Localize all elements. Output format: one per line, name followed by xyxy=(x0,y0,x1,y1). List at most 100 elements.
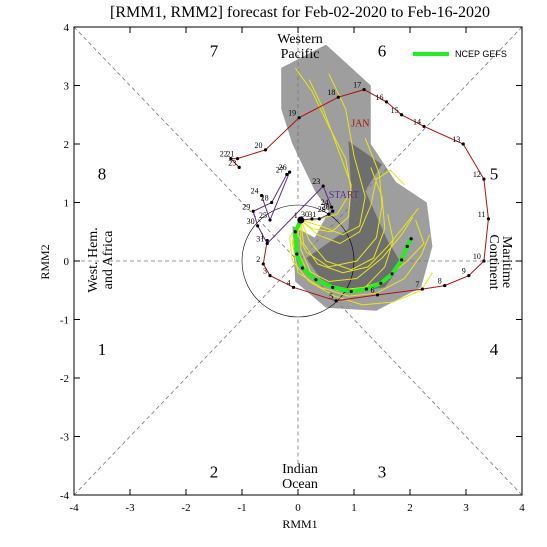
x-tick-label: -4 xyxy=(69,502,79,514)
observed-recent-point xyxy=(260,193,264,198)
legend-label: NCEP GEFS xyxy=(455,49,507,59)
x-tick-label: 1 xyxy=(351,502,357,514)
observed-january-day-label: 15 xyxy=(391,106,399,115)
y-tick-label: -2 xyxy=(60,373,69,385)
x-tick-label: 2 xyxy=(407,502,413,514)
ensemble-spread-inner xyxy=(306,141,402,294)
observed-recent-point xyxy=(330,205,334,209)
observed-january-day-label: 6 xyxy=(371,286,375,295)
region-west-hem-africa-line2: and Africa xyxy=(101,230,116,289)
observed-recent-day-label: 25 xyxy=(259,211,267,220)
observed-january-day-label: 23 xyxy=(228,158,236,167)
observed-january-point xyxy=(235,157,240,161)
observed-recent-point xyxy=(317,217,321,221)
phase-number: 8 xyxy=(98,164,107,183)
observed-january-day-label: 16 xyxy=(375,93,383,102)
observed-recent-day-label: 31 xyxy=(256,234,264,243)
observed-recent-point xyxy=(321,184,325,188)
ensemble-mean-point xyxy=(331,285,335,289)
observed-january-day-label: 10 xyxy=(473,252,481,261)
y-tick-label: -4 xyxy=(60,490,70,502)
observed-recent-day-label: 1 xyxy=(294,211,298,220)
ensemble-mean-point xyxy=(400,258,404,262)
observed-recent-point xyxy=(327,212,331,216)
region-maritime-continent-line1: Maritime xyxy=(499,236,514,288)
region-western-pacific-line2: Pacific xyxy=(281,47,320,62)
observed-recent-point xyxy=(310,217,314,221)
observed-january-point xyxy=(229,157,233,161)
x-axis-label: RMM1 xyxy=(282,517,317,531)
ensemble-mean-point xyxy=(293,230,297,234)
ensemble-member-line xyxy=(300,73,366,236)
ensemble-member-line xyxy=(300,169,405,245)
observed-recent-point xyxy=(270,200,274,205)
observed-january-day-label: 7 xyxy=(415,280,419,289)
observed-january-day-label: 2 xyxy=(256,255,260,264)
legend: NCEP GEFS xyxy=(413,49,507,59)
region-indian-ocean-line1: Indian xyxy=(282,462,318,477)
observed-recent-day-label: 28 xyxy=(261,194,269,203)
region-maritime-continent-line2: Continent xyxy=(486,234,501,289)
phase-number: 2 xyxy=(210,463,219,482)
ensemble-mean-point xyxy=(295,252,299,256)
y-tick-label: -3 xyxy=(60,432,70,444)
ensemble-mean-point xyxy=(364,287,368,291)
region-indian-ocean-line2: Ocean xyxy=(282,477,318,492)
ensemble-member-line xyxy=(297,138,383,268)
region-west-hem-africa-line1: West. Hem. xyxy=(86,227,101,292)
start-label: START xyxy=(329,190,359,201)
y-axis-label: RMM2 xyxy=(38,244,52,279)
phase-number: 5 xyxy=(490,164,499,183)
observed-january-point xyxy=(263,148,268,152)
observed-january-day-label: 14 xyxy=(413,117,421,126)
observed-january-point xyxy=(237,165,241,169)
x-tick-label: -2 xyxy=(181,502,190,514)
ensemble-member-line xyxy=(300,79,352,233)
ensemble-mean-point xyxy=(405,244,409,248)
observed-recent-day-label: 24 xyxy=(321,198,329,207)
y-tick-label: 1 xyxy=(64,198,70,210)
observed-january-point xyxy=(375,293,380,297)
observed-january-point xyxy=(467,274,471,278)
phase-number: 6 xyxy=(378,41,387,60)
y-tick-label: -1 xyxy=(60,315,69,327)
observed-recent-day-label: 23 xyxy=(312,177,320,186)
observed-january-day-label: 22 xyxy=(220,150,228,159)
forecast-start-marker xyxy=(297,216,305,224)
observed-recent-day-label: 31 xyxy=(308,210,316,219)
observed-recent-day-label: 28 xyxy=(322,202,330,211)
y-tick-label: 4 xyxy=(64,22,70,34)
phase-number: 1 xyxy=(98,340,107,359)
observed-recent-point xyxy=(256,224,260,228)
observed-january-day-label: 4 xyxy=(287,278,291,287)
observed-recent-day-label: 30 xyxy=(247,217,255,226)
observed-january-day-label: 13 xyxy=(452,135,460,144)
observed-january-day-label: 21 xyxy=(227,150,235,159)
observed-recent-point xyxy=(251,209,255,213)
observed-january-point xyxy=(422,124,426,129)
observed-january-point xyxy=(482,177,486,181)
observed-january-day-label: 18 xyxy=(327,88,335,97)
observed-january-day-label: 11 xyxy=(478,210,486,219)
observed-january-point xyxy=(291,285,296,289)
ensemble-member-line xyxy=(300,167,386,271)
observed-january-day-label: 17 xyxy=(353,81,361,90)
observed-recent-day-label: 29 xyxy=(318,205,326,214)
unit-circle xyxy=(241,204,355,318)
observed-recent-point xyxy=(265,241,269,246)
y-tick-label: 2 xyxy=(64,139,70,151)
x-tick-label: 3 xyxy=(463,502,469,514)
observed-january-point xyxy=(334,299,338,303)
observed-january-day-label: 9 xyxy=(462,267,466,276)
ensemble-mean-point xyxy=(300,266,305,270)
observed-recent-day-label: 27 xyxy=(276,165,284,174)
observed-january-point xyxy=(461,142,465,146)
y-tick-label: 0 xyxy=(64,256,70,268)
observed-january-point xyxy=(268,274,272,278)
observed-january-point xyxy=(482,259,486,263)
observed-january-day-label: 12 xyxy=(473,170,481,179)
observed-recent-day-label: 26 xyxy=(279,163,287,172)
observed-january-point xyxy=(261,262,265,266)
